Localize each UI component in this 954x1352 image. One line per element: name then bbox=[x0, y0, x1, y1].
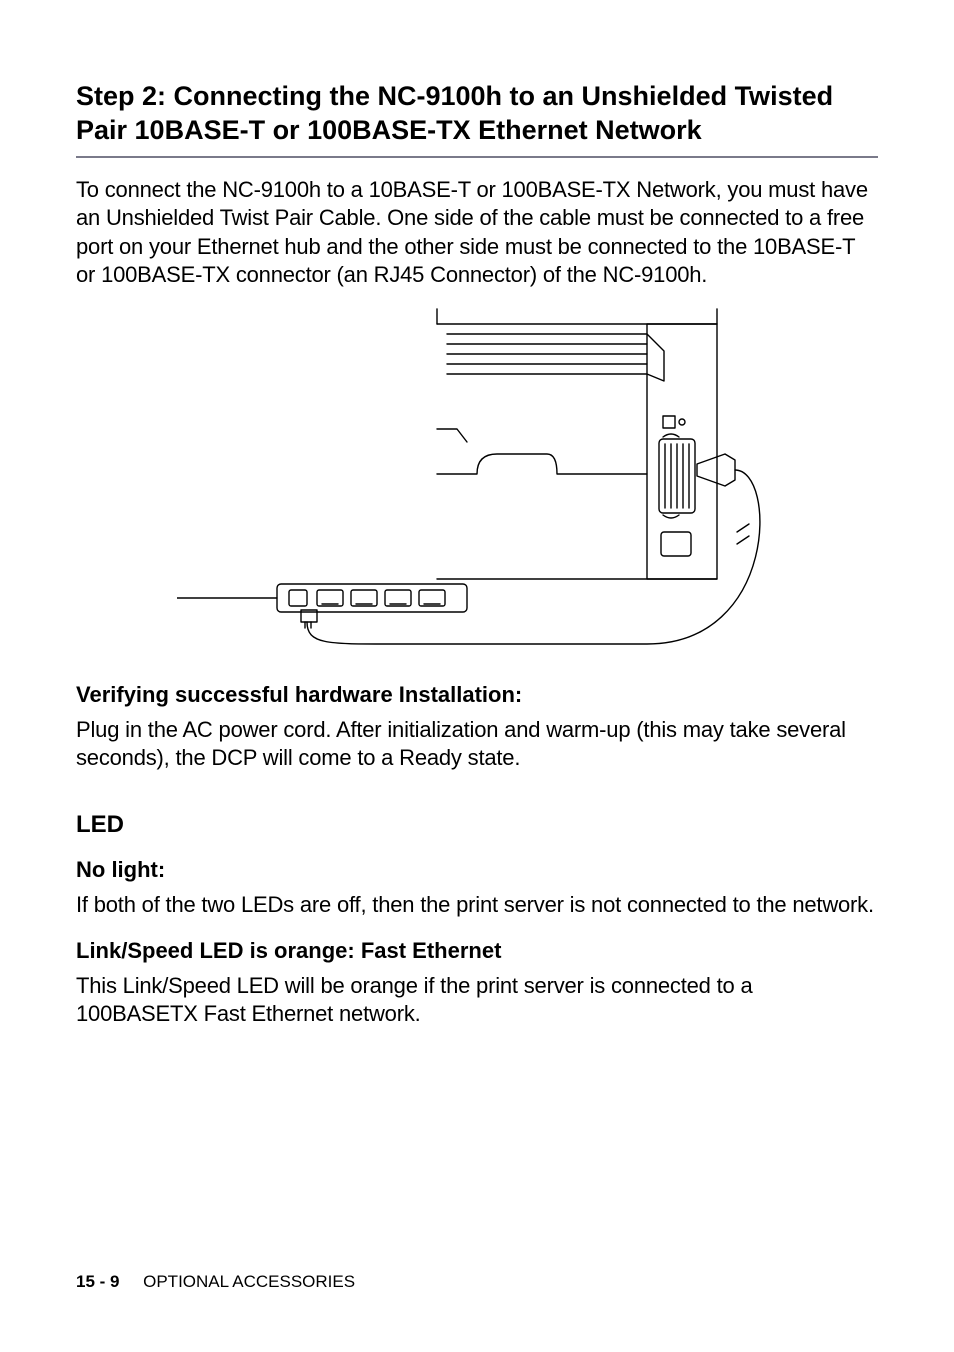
page-number: 15 - 9 bbox=[76, 1272, 119, 1291]
nolight-heading: No light: bbox=[76, 857, 878, 883]
orange-heading: Link/Speed LED is orange: Fast Ethernet bbox=[76, 938, 878, 964]
intro-paragraph: To connect the NC-9100h to a 10BASE-T or… bbox=[76, 176, 878, 290]
led-heading: LED bbox=[76, 811, 878, 839]
section-heading: Step 2: Connecting the NC-9100h to an Un… bbox=[76, 80, 878, 148]
verify-heading: Verifying successful hardware Installati… bbox=[76, 682, 878, 708]
nolight-body: If both of the two LEDs are off, then th… bbox=[76, 891, 878, 920]
page-footer: 15 - 9 OPTIONAL ACCESSORIES bbox=[76, 1272, 355, 1292]
connection-diagram bbox=[177, 304, 777, 664]
verify-body: Plug in the AC power cord. After initial… bbox=[76, 716, 878, 773]
heading-rule bbox=[76, 156, 878, 158]
footer-section: OPTIONAL ACCESSORIES bbox=[143, 1272, 355, 1291]
orange-body: This Link/Speed LED will be orange if th… bbox=[76, 972, 878, 1029]
figure-container bbox=[76, 304, 878, 664]
